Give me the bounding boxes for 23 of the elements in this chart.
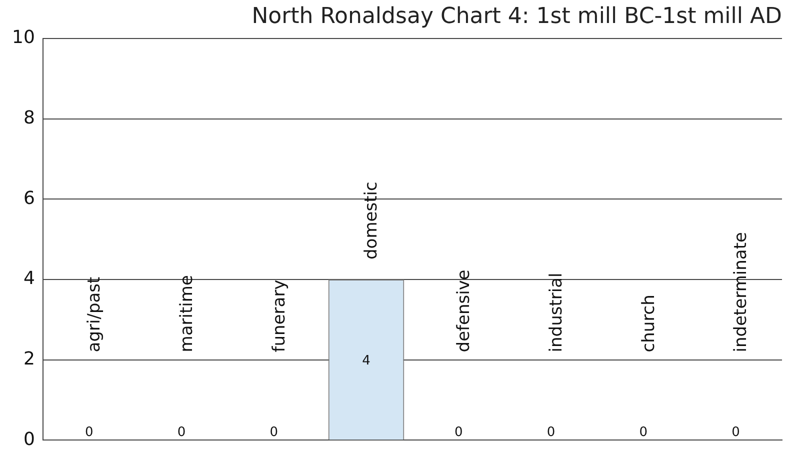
y-tick-label: 6 — [23, 188, 35, 209]
y-tick-label: 0 — [23, 428, 35, 450]
chart-title: North Ronaldsay Chart 4: 1st mill BC-1st mill AD — [252, 4, 782, 29]
data-label: 0 — [177, 425, 186, 440]
x-tick-label: industrial — [546, 272, 566, 352]
y-tick-label: 10 — [12, 27, 35, 48]
data-label: 0 — [84, 425, 94, 440]
x-tick-label: domestic — [362, 182, 382, 260]
x-tick-label: indeterminate — [731, 232, 752, 352]
x-tick-label: agri/past — [84, 276, 105, 352]
x-tick-label: defensive — [454, 270, 474, 352]
data-label: 4 — [362, 353, 370, 368]
data-label: 0 — [270, 425, 278, 440]
y-tick-label: 4 — [23, 268, 35, 290]
x-tick-label: church — [638, 294, 659, 352]
y-tick-label: 2 — [23, 348, 35, 370]
y-tick-label: 8 — [23, 107, 35, 128]
data-label: 0 — [639, 425, 648, 440]
x-tick-label: maritime — [176, 275, 197, 352]
data-label: 0 — [732, 425, 740, 440]
data-label: 0 — [454, 425, 463, 440]
data-label: 0 — [546, 425, 556, 440]
x-tick-label: funerary — [269, 280, 290, 352]
